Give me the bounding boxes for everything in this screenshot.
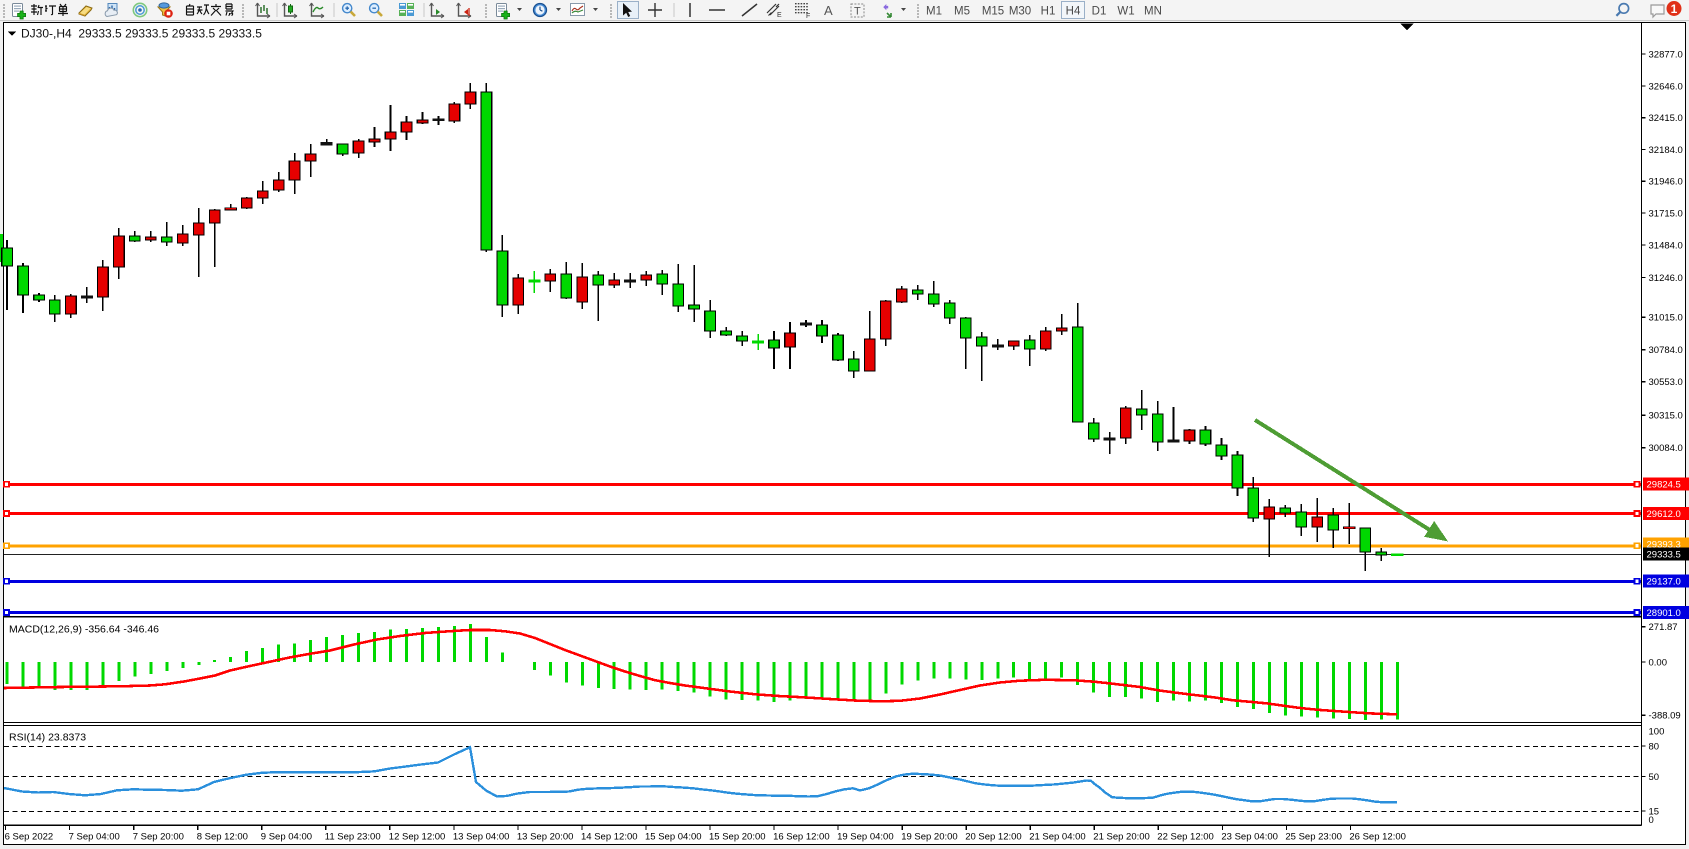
svg-text:11 Sep 23:00: 11 Sep 23:00	[325, 832, 381, 843]
svg-text:80: 80	[1649, 741, 1660, 752]
svg-text:16 Sep 12:00: 16 Sep 12:00	[773, 832, 830, 843]
svg-text:29393.3: 29393.3	[1647, 540, 1681, 551]
svg-text:13 Sep 04:00: 13 Sep 04:00	[453, 832, 510, 843]
svg-text:A: A	[824, 3, 833, 18]
svg-text:7 Sep 04:00: 7 Sep 04:00	[69, 832, 120, 843]
svg-text:31484.0: 31484.0	[1649, 240, 1683, 251]
svg-text:32415.0: 32415.0	[1649, 113, 1683, 124]
svg-text:30315.0: 30315.0	[1649, 411, 1683, 422]
svg-text:0.00: 0.00	[1649, 657, 1668, 668]
svg-text:H1: H1	[1041, 6, 1056, 18]
svg-text:25 Sep 23:00: 25 Sep 23:00	[1285, 832, 1342, 843]
svg-text:28901.0: 28901.0	[1647, 608, 1681, 619]
svg-text:50: 50	[1649, 772, 1660, 783]
svg-text:9 Sep 04:00: 9 Sep 04:00	[261, 832, 312, 843]
svg-text:30553.0: 30553.0	[1649, 377, 1683, 388]
svg-text:29333.5: 29333.5	[1647, 549, 1681, 560]
svg-text:100: 100	[1649, 726, 1665, 737]
svg-text:21 Sep 20:00: 21 Sep 20:00	[1093, 832, 1150, 843]
svg-text:31946.0: 31946.0	[1649, 177, 1683, 188]
svg-text:19 Sep 04:00: 19 Sep 04:00	[837, 832, 894, 843]
svg-text:30784.0: 30784.0	[1649, 345, 1683, 356]
svg-text:T: T	[854, 6, 861, 18]
svg-text:21 Sep 04:00: 21 Sep 04:00	[1029, 832, 1086, 843]
svg-text:29137.0: 29137.0	[1647, 577, 1681, 588]
svg-text:20 Sep 12:00: 20 Sep 12:00	[965, 832, 1022, 843]
svg-text:15 Sep 04:00: 15 Sep 04:00	[645, 832, 702, 843]
svg-text:32184.0: 32184.0	[1649, 145, 1683, 156]
svg-text:31246.0: 31246.0	[1649, 273, 1683, 284]
svg-text:19 Sep 20:00: 19 Sep 20:00	[901, 832, 958, 843]
svg-text:M1: M1	[926, 6, 942, 18]
svg-text:22 Sep 12:00: 22 Sep 12:00	[1157, 832, 1214, 843]
svg-text:23 Sep 04:00: 23 Sep 04:00	[1221, 832, 1278, 843]
svg-text:0: 0	[1649, 815, 1654, 826]
svg-text:29612.0: 29612.0	[1647, 509, 1681, 520]
svg-text:30084.0: 30084.0	[1649, 443, 1683, 454]
svg-text:13 Sep 20:00: 13 Sep 20:00	[517, 832, 574, 843]
svg-text:1: 1	[1671, 2, 1678, 16]
svg-text:M30: M30	[1009, 6, 1031, 18]
svg-text:E: E	[777, 12, 782, 19]
svg-text:7 Sep 20:00: 7 Sep 20:00	[133, 832, 184, 843]
svg-text:8 Sep 12:00: 8 Sep 12:00	[197, 832, 248, 843]
svg-text:32877.0: 32877.0	[1649, 50, 1683, 61]
svg-text:6 Sep 2022: 6 Sep 2022	[5, 832, 54, 843]
svg-text:H4: H4	[1066, 6, 1081, 18]
svg-text:15 Sep 20:00: 15 Sep 20:00	[709, 832, 766, 843]
svg-text:12 Sep 12:00: 12 Sep 12:00	[389, 832, 446, 843]
svg-text:32646.0: 32646.0	[1649, 81, 1683, 92]
svg-text:M15: M15	[982, 6, 1004, 18]
svg-text:W1: W1	[1117, 6, 1134, 18]
svg-text:RSI(14) 23.8373: RSI(14) 23.8373	[9, 732, 86, 744]
svg-text:-388.09: -388.09	[1649, 711, 1681, 722]
svg-text:31715.0: 31715.0	[1649, 209, 1683, 220]
svg-text:15: 15	[1649, 806, 1660, 817]
svg-text:D1: D1	[1092, 6, 1107, 18]
svg-text:14 Sep 12:00: 14 Sep 12:00	[581, 832, 638, 843]
svg-text:F: F	[806, 13, 810, 20]
svg-text:M5: M5	[954, 6, 970, 18]
svg-text:29824.5: 29824.5	[1647, 480, 1681, 491]
svg-text:MACD(12,26,9) -356.64 -346.46: MACD(12,26,9) -356.64 -346.46	[9, 624, 159, 636]
svg-text:26 Sep 12:00: 26 Sep 12:00	[1349, 832, 1406, 843]
svg-text:MN: MN	[1144, 6, 1162, 18]
svg-text:DJ30-,H4 29333.5 29333.5 2933: DJ30-,H4 29333.5 29333.5 29333.5 29333.5	[21, 27, 262, 41]
svg-text:271.87: 271.87	[1649, 622, 1678, 633]
svg-text:31015.0: 31015.0	[1649, 313, 1683, 324]
